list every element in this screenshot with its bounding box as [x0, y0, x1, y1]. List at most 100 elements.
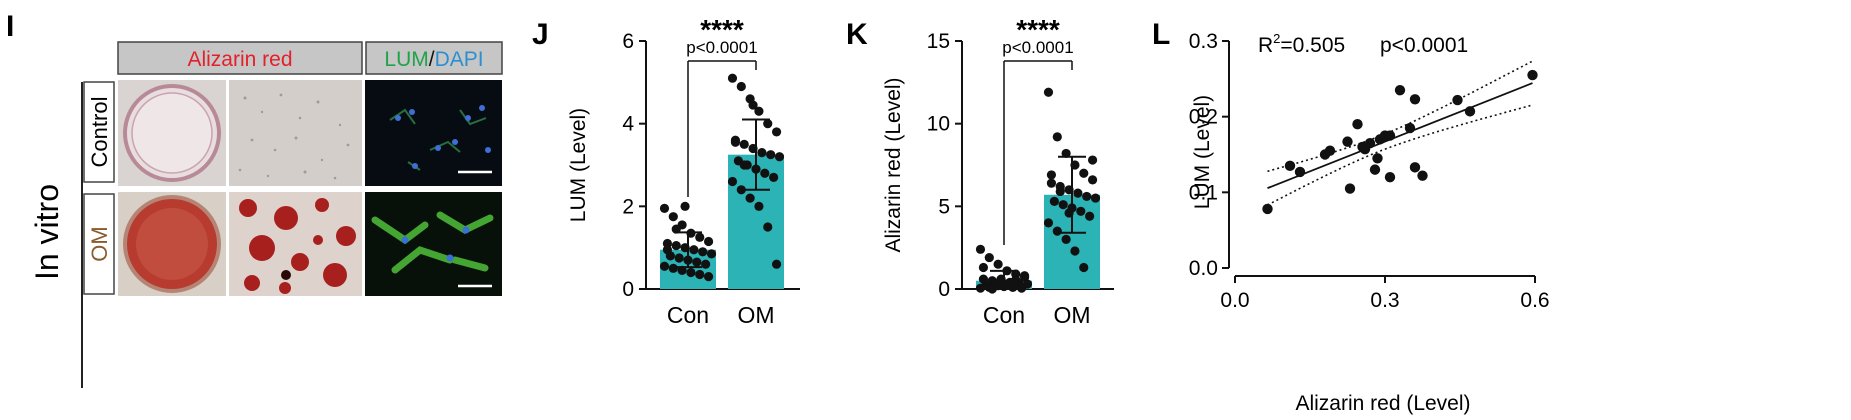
panel-k-data-point: [1019, 271, 1030, 281]
panel-k-data-point: [1046, 178, 1057, 188]
panel-k-data-point: [1061, 234, 1071, 244]
om-lum-dapi-image: [365, 192, 502, 296]
panel-l-y-axis-label: LUM (Level): [1191, 95, 1214, 209]
panel-l-confidence-band-lower: [1267, 104, 1533, 206]
panel-k-data-point: [1058, 200, 1068, 210]
panel-j-chart: 0 2 4 6 Con OM p<0.0001****: [622, 14, 800, 328]
panel-j-data-point: [748, 100, 758, 110]
panel-k-data-point: [1082, 191, 1092, 202]
control-microscopy-image: [229, 80, 362, 186]
panel-l-x-axis-label: Alizarin red (Level): [1295, 392, 1470, 415]
panel-l-data-point: [1384, 130, 1396, 141]
panel-k-data-point: [984, 252, 994, 263]
panel-k-data-point: [1073, 188, 1083, 198]
panel-k-data-point: [1049, 196, 1059, 206]
panel-j-data-point: [703, 272, 714, 282]
panel-l: L LUM (Level) Alizarin red (Level) R2=0.…: [1152, 18, 1550, 415]
panel-j-significance-stars: ****: [700, 14, 744, 45]
panel-j-data-point: [668, 263, 678, 273]
panel-k-data-point: [1070, 246, 1080, 256]
panel-l-y-tick-label: 0.1: [1189, 181, 1218, 204]
panel-j-data-point: [739, 160, 749, 170]
panel-j-y-axis-label: LUM (Level): [567, 108, 590, 222]
alizarin-header-box: [117, 41, 363, 75]
control-row-label: Control: [87, 97, 112, 168]
om-dish-image: [118, 192, 226, 296]
panel-l-x-tick-label: 0.6: [1520, 289, 1549, 312]
panel-j-data-point: [774, 152, 785, 162]
panel-j-category-label: Con: [667, 302, 709, 328]
panel-j-data-point: [745, 193, 755, 203]
panel-k-data-point: [1052, 132, 1062, 142]
panel-j-data-point: [730, 137, 741, 147]
alizarin-header-label: Alizarin red: [187, 48, 292, 71]
panel-k-data-point: [1079, 262, 1089, 273]
panel-j-data-point: [698, 247, 708, 257]
panel-l-data-point: [1262, 203, 1273, 215]
panel-j-data-point: [763, 119, 773, 129]
panel-k-data-point: [1046, 170, 1057, 180]
lum-dapi-header-label: LUM/DAPI: [384, 48, 483, 71]
panel-j-data-point: [757, 148, 767, 158]
panel-l-data-point: [1409, 94, 1421, 105]
panel-l-y-tick-label: 0.2: [1189, 106, 1218, 129]
panel-j-data-point: [689, 245, 699, 255]
om-microscopy-image: [229, 192, 362, 296]
panel-j-data-point: [739, 139, 749, 149]
panel-j-data-point: [703, 236, 714, 247]
panel-k-data-point: [1079, 168, 1089, 178]
panel-j-data-point: [692, 257, 702, 267]
panel-l-x-tick-label: 0.0: [1220, 289, 1249, 312]
panel-k-data-point: [1011, 275, 1021, 285]
panel-l-confidence-band-upper: [1267, 60, 1533, 173]
panel-k-category-label: Con: [983, 302, 1025, 328]
panel-j-p-value: p<0.0001: [686, 38, 757, 57]
panel-j-data-point: [771, 127, 782, 137]
panel-l-x-tick-label: 0.3: [1370, 289, 1399, 312]
panel-j-letter: J: [532, 18, 549, 51]
panel-j-data-point: [695, 232, 705, 242]
panel-l-p-value: p<0.0001: [1380, 34, 1468, 57]
panel-j-data-point: [727, 73, 738, 83]
panel-j-data-point: [662, 245, 673, 255]
panel-k-p-value: p<0.0001: [1002, 38, 1073, 57]
panel-j-data-point: [695, 269, 705, 280]
panel-j-data-point: [736, 185, 746, 195]
panel-k-data-point: [1017, 283, 1027, 293]
panel-k-y-tick-label: 15: [927, 30, 950, 53]
panel-k-data-point: [1087, 175, 1098, 185]
panel-j-data-point: [686, 267, 696, 278]
panel-j-y-tick-label: 4: [622, 113, 634, 136]
panel-j-data-point: [754, 106, 764, 116]
panel-j-data-point: [701, 259, 711, 269]
panel-j-data-point: [671, 224, 681, 234]
panel-l-data-point: [1324, 145, 1336, 156]
panel-l-chart: 0.0 0.1 0.2 0.3 0.0 0.3 0.6: [1189, 30, 1550, 312]
panel-j-data-point: [727, 176, 738, 187]
panel-j-data-point: [659, 261, 670, 271]
panel-l-regression-line: [1267, 82, 1533, 189]
panel-l-data-point: [1344, 183, 1356, 194]
panel-l-data-point: [1352, 119, 1363, 130]
panel-l-data-point: [1284, 160, 1296, 172]
panel-j-data-point: [769, 172, 779, 182]
panel-k-data-point: [1055, 186, 1065, 197]
panel-j-data-point: [754, 201, 764, 211]
panel-k-data-point: [1052, 226, 1062, 236]
in-vitro-label: In vitro: [29, 184, 65, 280]
panel-i: I In vitro Alizarin red LUM/DAPI Control…: [6, 10, 503, 388]
panel-l-data-point: [1342, 136, 1353, 147]
panel-l-y-tick-label: 0.0: [1189, 257, 1218, 280]
panel-j-data-point: [766, 150, 776, 160]
panel-j-data-point: [668, 212, 678, 222]
panel-j-data-point: [671, 241, 681, 251]
panel-l-data-point: [1417, 170, 1428, 181]
panel-k: K Alizarin red (Level) 0 5 10 15 Con OM p<0.00…: [846, 14, 1114, 328]
panel-k-y-tick-label: 5: [938, 195, 950, 218]
control-dish-image: [118, 80, 226, 186]
panel-k-data-point: [1043, 218, 1054, 228]
panel-l-data-point: [1369, 164, 1381, 175]
panel-k-data-point: [1076, 206, 1086, 216]
panel-l-data-point: [1527, 69, 1538, 81]
